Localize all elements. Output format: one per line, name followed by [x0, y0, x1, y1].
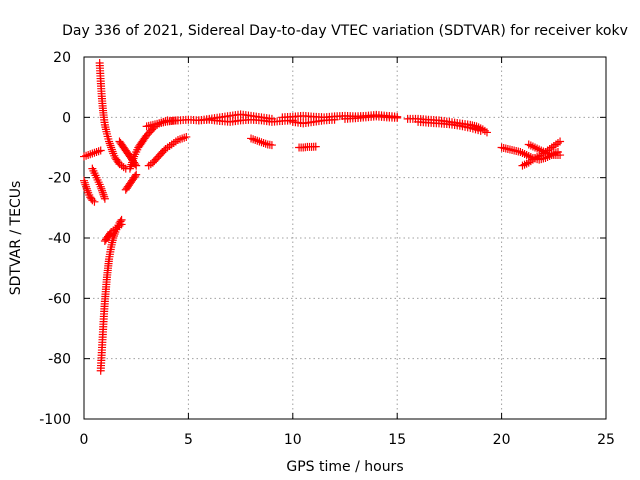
grid	[84, 57, 606, 419]
data-point	[182, 132, 191, 141]
x-tick-label: 20	[493, 432, 511, 448]
series-arc-6	[100, 220, 126, 246]
series-arc-11	[144, 132, 191, 170]
y-tick-label: -20	[48, 171, 71, 187]
data-point	[128, 156, 137, 165]
data-point	[126, 162, 135, 171]
series-arc-17	[295, 142, 320, 152]
data-point	[100, 192, 109, 201]
data-point	[129, 154, 138, 163]
series-arc-1	[80, 146, 105, 161]
data-point	[267, 141, 276, 150]
data-point	[106, 141, 115, 150]
series-arc-5	[96, 215, 126, 375]
data-point	[128, 158, 137, 167]
data-point	[476, 126, 485, 135]
tick-labels: 0 5 10 15 20 25 -100 -80 -60 -40 -20 0 20	[39, 50, 615, 448]
data-point	[83, 186, 92, 195]
data-point	[82, 184, 91, 193]
data-point	[132, 161, 141, 170]
x-tick-label: 15	[388, 432, 406, 448]
data-point	[80, 176, 88, 185]
data-point	[96, 146, 105, 155]
data-point	[105, 137, 114, 146]
data-point	[105, 139, 114, 148]
data-point	[131, 172, 140, 181]
data-point	[96, 182, 105, 191]
data-points	[80, 59, 565, 375]
data-point	[125, 164, 134, 173]
data-point	[127, 160, 136, 169]
data-point	[132, 170, 141, 179]
y-tick-label: -60	[48, 291, 71, 307]
series-arc-2	[80, 176, 99, 206]
x-tick-label: 0	[80, 432, 89, 448]
data-point	[80, 178, 89, 187]
data-point	[330, 115, 339, 124]
data-point	[98, 186, 107, 195]
data-point	[107, 143, 116, 152]
data-point	[556, 137, 565, 146]
series-arc-8	[121, 170, 141, 194]
data-point	[81, 180, 90, 189]
x-tick-label: 25	[597, 432, 615, 448]
y-tick-label: 0	[62, 110, 71, 126]
data-point	[393, 113, 402, 122]
series-arc-18	[341, 112, 402, 123]
y-tick-label: -100	[39, 412, 71, 428]
series-arc-16	[288, 115, 339, 128]
data-point	[556, 151, 565, 160]
data-point	[311, 142, 320, 151]
x-axis-label: GPS time / hours	[286, 459, 403, 475]
x-tick-label: 5	[184, 432, 193, 448]
series-arc-20	[414, 117, 485, 135]
axis-ticks	[83, 56, 607, 420]
chart-title: Day 336 of 2021, Sidereal Day-to-day VTE…	[62, 23, 628, 39]
data-point	[82, 182, 91, 191]
series-arc-23	[524, 140, 565, 160]
data-point	[108, 147, 117, 156]
series-arc-14	[247, 134, 276, 150]
data-point	[100, 194, 109, 203]
y-axis-label: SDTVAR / TECUs	[8, 181, 24, 296]
data-point	[117, 220, 126, 229]
series-arc-3	[88, 164, 109, 203]
data-point	[97, 184, 106, 193]
series-arc-4	[95, 59, 130, 173]
data-point	[98, 188, 107, 197]
y-tick-label: 20	[53, 50, 71, 66]
y-tick-label: -40	[48, 231, 71, 247]
x-tick-label: 10	[284, 432, 302, 448]
data-point	[90, 197, 99, 206]
data-point	[107, 145, 116, 154]
y-tick-label: -80	[48, 352, 71, 368]
data-point	[482, 128, 491, 137]
data-point	[99, 190, 108, 199]
